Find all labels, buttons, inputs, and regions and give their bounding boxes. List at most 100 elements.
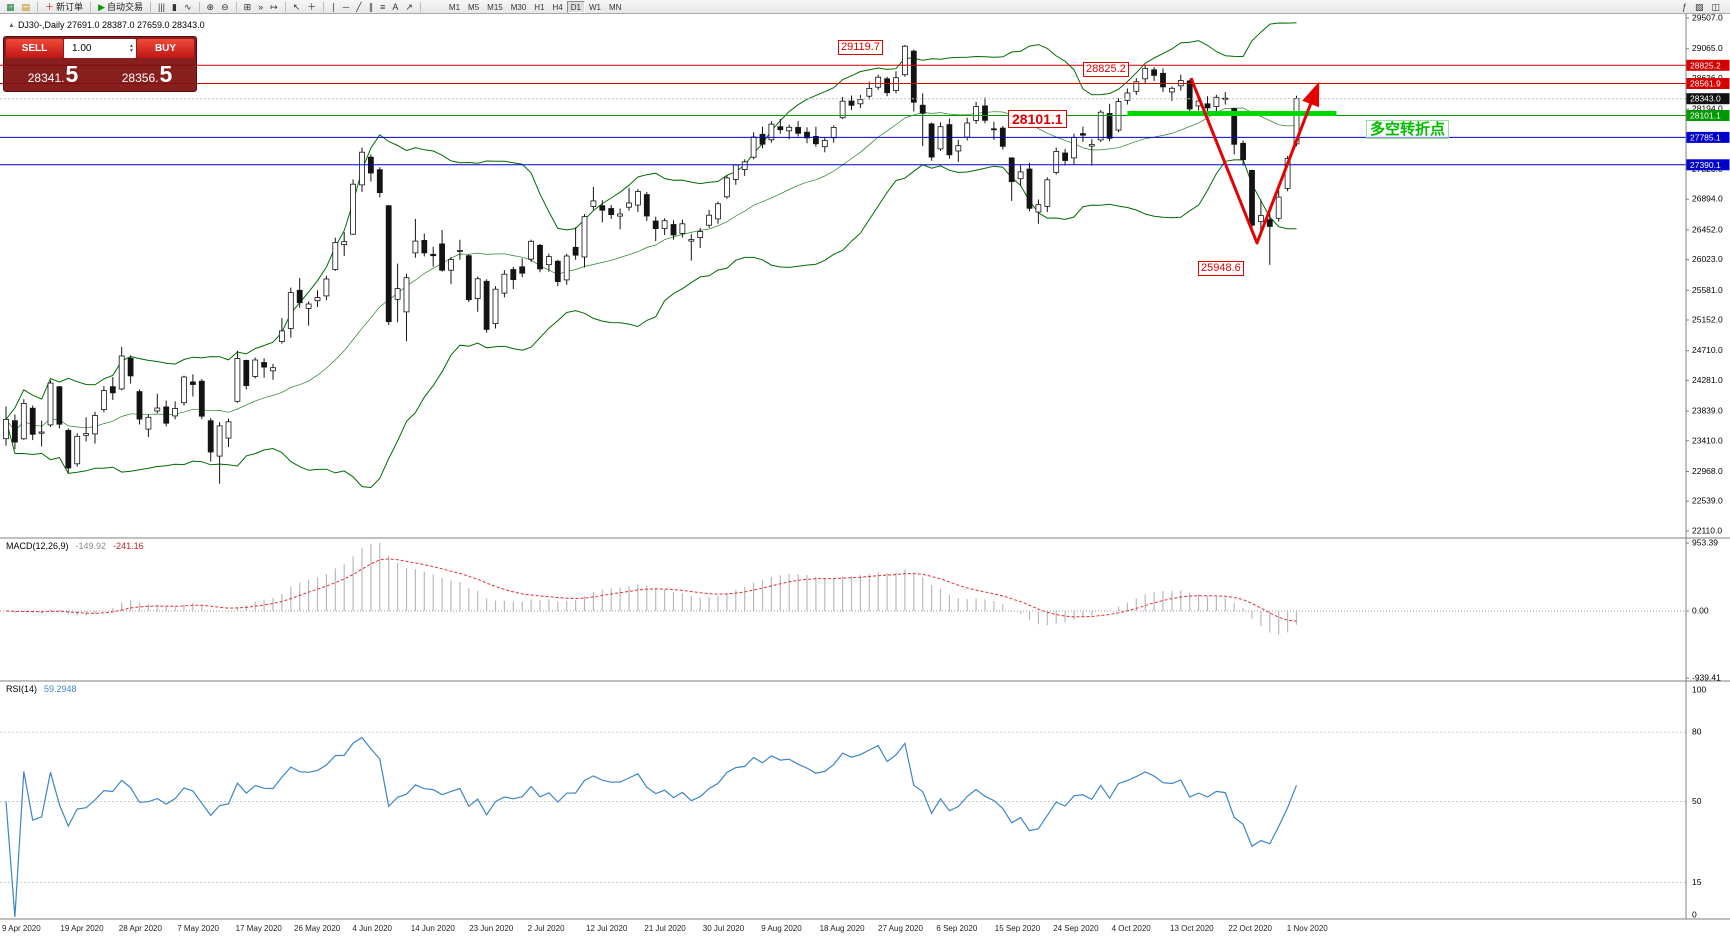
sell-price[interactable]: 28341. 5 xyxy=(6,62,100,85)
sell-price-small: 28341. xyxy=(27,70,65,85)
horizontal-line-tool-button[interactable]: ─ xyxy=(340,1,352,13)
zoom-in-button[interactable]: ⊕ xyxy=(204,1,218,13)
templates-icon: ▧ xyxy=(1694,1,1704,12)
svg-text:12 Jul 2020: 12 Jul 2020 xyxy=(586,924,628,933)
timeframe-h4[interactable]: H4 xyxy=(552,2,563,12)
svg-text:15 Sep 2020: 15 Sep 2020 xyxy=(995,924,1041,933)
timeframe-w1[interactable]: W1 xyxy=(589,2,601,12)
one-click-trade-panel: SELL 1.00 ▲ ▼ BUY 28341. 5 28356. 5 xyxy=(3,36,197,92)
candlesticks xyxy=(3,44,1300,484)
timeframe-d1[interactable]: D1 xyxy=(566,0,585,13)
new-order-icon: ＋ xyxy=(45,1,55,12)
chart-profiles-icon: ▤ xyxy=(21,1,31,12)
line-chart-mode-icon: ∿ xyxy=(183,1,192,12)
svg-text:-939.41: -939.41 xyxy=(1692,673,1721,683)
chart-shift-button[interactable]: ↦ xyxy=(267,1,281,13)
fibonacci-tool-button[interactable]: ≡ xyxy=(377,1,388,13)
svg-text:9 Aug 2020: 9 Aug 2020 xyxy=(761,924,802,933)
timeframe-m5[interactable]: M5 xyxy=(468,2,480,12)
spinner-down-icon[interactable]: ▼ xyxy=(129,47,134,54)
fibonacci-tool-icon: ≡ xyxy=(380,1,386,12)
spinner-up-icon[interactable]: ▲ xyxy=(129,43,134,49)
indicators-button[interactable]: ƒ xyxy=(1679,1,1690,13)
symbol-info: ▲ DJ30-,Daily 27691.0 28387.0 27659.0 28… xyxy=(8,20,205,30)
level-lines xyxy=(0,64,1686,166)
rsi-name: RSI(14) xyxy=(6,684,38,694)
zoom-out-icon: ⊖ xyxy=(221,1,229,12)
crosshair-tool-button[interactable]: ＋ xyxy=(304,1,319,13)
auto-trading-button[interactable]: ▶ 自动交易 xyxy=(95,1,146,13)
window-layout-button[interactable]: ◫ xyxy=(1708,1,1723,13)
timeframe-m15[interactable]: M15 xyxy=(487,2,503,12)
auto-scroll-icon: » xyxy=(258,1,264,12)
tile-windows-button[interactable]: ⊞ xyxy=(241,1,255,13)
svg-text:26452.0: 26452.0 xyxy=(1692,224,1723,234)
svg-text:80: 80 xyxy=(1692,727,1702,737)
svg-text:26894.0: 26894.0 xyxy=(1692,194,1723,204)
tile-windows-icon: ⊞ xyxy=(243,1,252,12)
timeframe-group: M1 M5 M15 M30 H1 H4 D1 W1 MN xyxy=(445,0,626,13)
svg-text:28343.0: 28343.0 xyxy=(1690,94,1721,104)
sell-button[interactable]: SELL xyxy=(6,39,63,58)
svg-text:6 Sep 2020: 6 Sep 2020 xyxy=(936,924,977,933)
bar-chart-mode-button[interactable]: ||| xyxy=(155,1,168,13)
svg-text:21 Jul 2020: 21 Jul 2020 xyxy=(644,924,686,933)
templates-button[interactable]: ▧ xyxy=(1692,1,1707,13)
buy-price[interactable]: 28356. 5 xyxy=(100,62,194,85)
new-order-button[interactable]: ＋新订单 xyxy=(42,1,86,13)
svg-text:0.00: 0.00 xyxy=(1692,606,1709,616)
volume-value: 1.00 xyxy=(72,43,92,54)
volume-input[interactable]: 1.00 ▲ ▼ xyxy=(64,39,136,58)
new-chart-icon: ▦ xyxy=(6,1,15,12)
auto-trading-label: 自动交易 xyxy=(106,2,143,12)
svg-text:22110.0: 22110.0 xyxy=(1692,526,1722,536)
svg-text:23 Jun 2020: 23 Jun 2020 xyxy=(469,924,514,933)
svg-text:28825.2: 28825.2 xyxy=(1690,60,1721,70)
symbol-chart-icon: ▲ xyxy=(8,21,15,29)
timeframe-h1[interactable]: H1 xyxy=(534,2,545,12)
svg-text:24710.0: 24710.0 xyxy=(1692,345,1723,355)
svg-text:28561.9: 28561.9 xyxy=(1690,79,1721,89)
svg-text:4 Oct 2020: 4 Oct 2020 xyxy=(1112,924,1152,933)
svg-text:18 Aug 2020: 18 Aug 2020 xyxy=(820,924,865,933)
timeframe-m1[interactable]: M1 xyxy=(448,2,461,12)
chart-profiles-button[interactable]: ▤ xyxy=(19,1,34,13)
auto-scroll-button[interactable]: » xyxy=(255,1,266,13)
trendline-tool-button[interactable]: ╱ xyxy=(353,1,364,13)
v-reversal-arrow[interactable] xyxy=(1189,77,1320,245)
price-chart[interactable]: 29507.029065.028636.028194.027765.027323… xyxy=(0,14,1730,940)
svg-text:25581.0: 25581.0 xyxy=(1692,285,1723,295)
timeframe-m30[interactable]: M30 xyxy=(510,2,527,12)
macd-name: MACD(12,26,9) xyxy=(6,541,69,551)
zoom-in-icon: ⊕ xyxy=(206,1,215,12)
text-tool-button[interactable]: A xyxy=(389,1,401,13)
vertical-line-tool-button[interactable]: ∣ xyxy=(328,1,339,13)
line-chart-mode-button[interactable]: ∿ xyxy=(181,1,195,13)
svg-text:15: 15 xyxy=(1692,877,1702,887)
buy-button[interactable]: BUY xyxy=(137,39,194,58)
indicators-icon: ƒ xyxy=(1681,1,1687,12)
new-chart-button[interactable]: ▦ xyxy=(3,1,18,13)
svg-text:28101.1: 28101.1 xyxy=(1690,111,1721,121)
svg-text:100: 100 xyxy=(1692,685,1706,695)
chart-shift-icon: ↦ xyxy=(270,1,278,12)
svg-text:28636.0: 28636.0 xyxy=(1692,73,1723,83)
arrows-tool-button[interactable]: ↗ xyxy=(402,1,416,13)
cursor-tool-button[interactable]: ↖ xyxy=(290,1,304,13)
candlestick-mode-icon: ▮ xyxy=(172,1,177,12)
toolbar-separator xyxy=(90,1,92,12)
top-toolbar: ▦ ▤ ＋新订单 ▶ 自动交易 ||| ▮ ∿ ⊕ ⊖ ⊞» ↦ ↖ ＋ ∣ ─ ╱ ∥ ≡ A ↗ M1 M5 M15 M30… xyxy=(0,0,1730,14)
toolbar-separator xyxy=(150,1,151,12)
volume-spinner[interactable]: ▲ ▼ xyxy=(129,44,134,53)
channel-tool-button[interactable]: ∥ xyxy=(366,1,377,13)
time-axis: 9 Apr 2020 19 Apr 2020 28 Apr 2020 7 May 20… xyxy=(2,924,1328,933)
channel-tool-icon: ∥ xyxy=(368,1,374,12)
timeframe-mn[interactable]: MN xyxy=(609,2,622,12)
svg-text:28 Apr 2020: 28 Apr 2020 xyxy=(119,924,163,933)
arrows-tool-icon: ↗ xyxy=(405,1,413,12)
zoom-out-button[interactable]: ⊖ xyxy=(218,1,232,13)
svg-text:23410.0: 23410.0 xyxy=(1692,435,1723,445)
svg-text:2 Jul 2020: 2 Jul 2020 xyxy=(528,924,565,933)
candlestick-mode-button[interactable]: ▮ xyxy=(169,1,180,13)
rsi-label: RSI(14) 59.2948 xyxy=(4,684,79,694)
